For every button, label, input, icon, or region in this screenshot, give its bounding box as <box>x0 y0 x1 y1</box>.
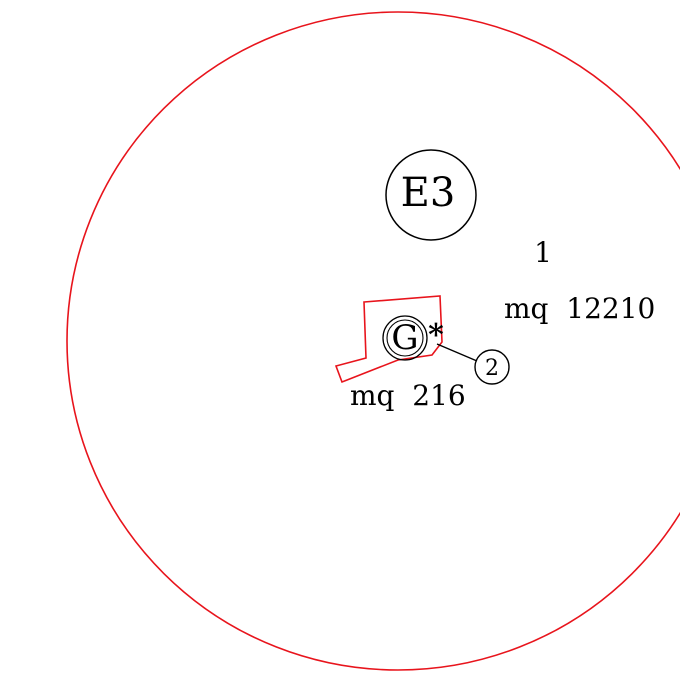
parcel-number: 1 <box>534 236 552 269</box>
building-marker-inner-circle <box>386 319 424 357</box>
callout-circle <box>474 349 510 385</box>
parcel-area-label: mq 12210 <box>504 292 655 325</box>
parcel-boundary-circle <box>66 11 680 671</box>
zone-marker-circle <box>385 149 477 241</box>
callout-number: 2 <box>485 356 499 381</box>
building-label: G <box>391 318 418 358</box>
zone-label: E3 <box>401 170 456 216</box>
callout-leader-line <box>436 343 478 362</box>
building-footprint <box>334 295 443 384</box>
building-asterisk-marker: * <box>428 318 444 353</box>
building-area-label: mq 216 <box>350 379 466 412</box>
building-marker-outer-circle <box>382 315 428 361</box>
